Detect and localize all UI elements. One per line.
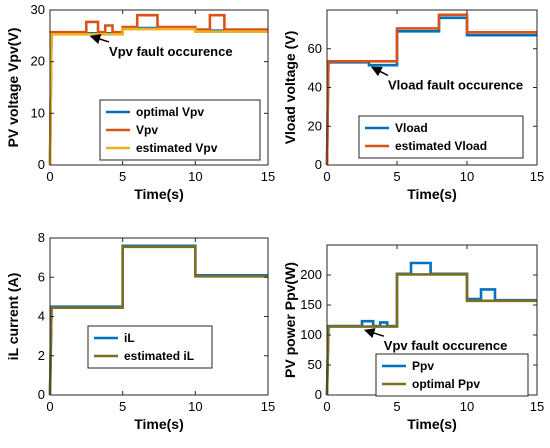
y-tick-label: 10 [31,105,45,120]
y-tick-label: 2 [38,348,45,363]
y-tick-label: 0 [38,157,45,172]
axes-box [49,9,269,166]
y-tick-label: 40 [308,80,322,95]
y-tick-label: 8 [38,230,45,245]
y-tick-label: 20 [308,118,322,133]
y-tick-label: 60 [308,41,322,56]
y-tick-label: 200 [300,267,322,282]
legend-box [87,325,213,369]
y-tick-label: 0 [315,387,322,402]
y-tick-label: 6 [38,269,45,284]
x-tick-label: 10 [460,169,474,184]
y-axis-label: Vload voltage (V) [282,31,298,145]
x-tick-label: 10 [460,399,474,414]
x-axis-label: Time(s) [407,416,457,432]
y-tick-label: 20 [31,54,45,69]
legend-label: Vpv [136,123,158,137]
legend-label: estimated Vload [395,139,487,153]
subplot-2: 0 5 10 15 0 20 40 60 Time(s) Vload voltage (V) Vlo… [282,9,544,202]
legend: optimal Vpv Vpv estimated Vpv [99,99,261,161]
x-tick-label: 5 [393,169,400,184]
legend: Vload estimated Vload [358,115,524,159]
x-tick-label: 15 [530,399,544,414]
series-line-2 [325,13,537,166]
subplot-1: 0 5 10 15 0 10 20 30 Time(s) PV voltage Vpv(V) Vpv… [5,2,275,202]
x-tick-label: 5 [119,169,126,184]
x-tick-label: 5 [119,399,126,414]
legend-label: iL [124,331,135,345]
x-tick-label: 15 [530,169,544,184]
y-tick-label: 150 [300,297,322,312]
x-tick-label: 15 [261,169,275,184]
y-tick-label: 100 [300,327,322,342]
legend: iL estimated iL [87,325,213,369]
y-tick-label: 4 [38,309,45,324]
legend-label: optimal Vpv [136,105,204,119]
legend-box [358,115,524,159]
x-tick-label: 15 [261,399,275,414]
y-axis-label: iL current (A) [5,273,21,361]
y-axis-label: PV power Ppv(W) [282,262,298,378]
x-tick-label: 10 [188,169,202,184]
x-axis-label: Time(s) [407,186,457,202]
y-axis-label: PV voltage Vpv(V) [5,28,21,148]
series-line-3 [48,27,268,166]
x-axis-label: Time(s) [134,186,184,202]
annotation-arrow [89,34,110,45]
x-axis-label: Time(s) [134,416,184,432]
legend-label: estimated Vpv [136,141,218,155]
x-tick-label: 5 [393,399,400,414]
annotation-arrow [371,66,389,77]
x-tick-label: 0 [46,399,53,414]
y-tick-label: 0 [315,157,322,172]
subplot-3: 0 5 10 15 0 2 4 6 8 Time(s) iL current (A) iL estima… [5,230,275,432]
annotation-text: Vpv fault occurence [109,44,233,59]
y-tick-label: 0 [38,387,45,402]
legend-label: optimal Ppv [412,377,480,391]
plot-area [50,238,268,395]
x-tick-label: 0 [323,169,330,184]
y-tick-label: 50 [308,357,322,372]
x-tick-label: 0 [46,169,53,184]
series-line-2 [325,273,537,396]
annotation-arrow [363,328,385,339]
legend-label: Ppv [412,359,434,373]
annotation-text: Vpv fault occurence [384,338,508,353]
legend-label: Vload [395,121,428,135]
annotation-text: Vload fault occurence [388,78,523,93]
series-line-2 [48,245,268,396]
x-tick-label: 0 [323,399,330,414]
legend-box [375,353,529,397]
series-line-2 [48,13,268,166]
y-tick-label: 30 [31,2,45,17]
x-tick-label: 10 [188,399,202,414]
legend: Ppv optimal Ppv [375,353,529,397]
legend-label: estimated iL [124,349,194,363]
